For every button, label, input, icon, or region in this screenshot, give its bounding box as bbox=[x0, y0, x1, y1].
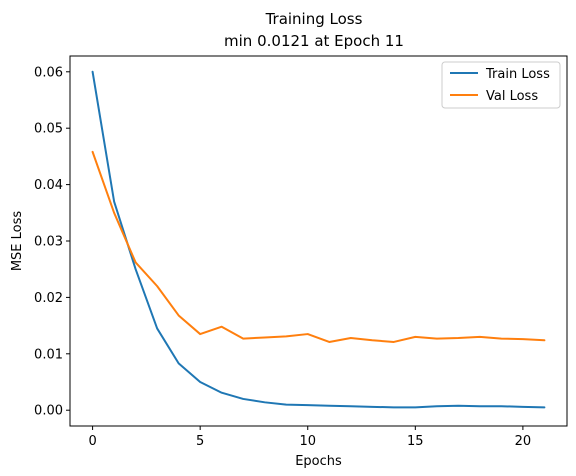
plot-area: 0 5 10 15 20 0.00 0.01 0.02 0.03 0.04 0.05 0.06 bbox=[34, 65, 544, 449]
chart-title: Training Loss bbox=[265, 10, 363, 28]
y-tick-label: 0.04 bbox=[34, 178, 63, 193]
legend: Train Loss Val Loss bbox=[442, 62, 560, 108]
y-tick-label: 0.00 bbox=[34, 404, 63, 419]
y-axis-label: MSE Loss bbox=[10, 211, 25, 272]
y-tick-label: 0.06 bbox=[34, 65, 63, 80]
x-tick-label: 5 bbox=[196, 434, 204, 449]
y-tick-label: 0.05 bbox=[34, 122, 63, 137]
y-tick-label: 0.01 bbox=[34, 347, 63, 362]
x-tick-label: 10 bbox=[299, 434, 316, 449]
x-axis-label: Epochs bbox=[295, 454, 342, 469]
chart-subtitle: min 0.0121 at Epoch 11 bbox=[224, 32, 404, 50]
x-tick-label: 0 bbox=[88, 434, 96, 449]
y-tick-label: 0.03 bbox=[34, 235, 63, 250]
series-line-val-loss bbox=[93, 152, 545, 342]
y-tick-label: 0.02 bbox=[34, 291, 63, 306]
legend-label-val-loss: Val Loss bbox=[486, 89, 538, 104]
legend-label-train-loss: Train Loss bbox=[485, 67, 550, 82]
series-line-train-loss bbox=[93, 72, 545, 408]
x-tick-label: 15 bbox=[407, 434, 424, 449]
plot-frame bbox=[70, 56, 567, 426]
x-tick-label: 20 bbox=[515, 434, 532, 449]
